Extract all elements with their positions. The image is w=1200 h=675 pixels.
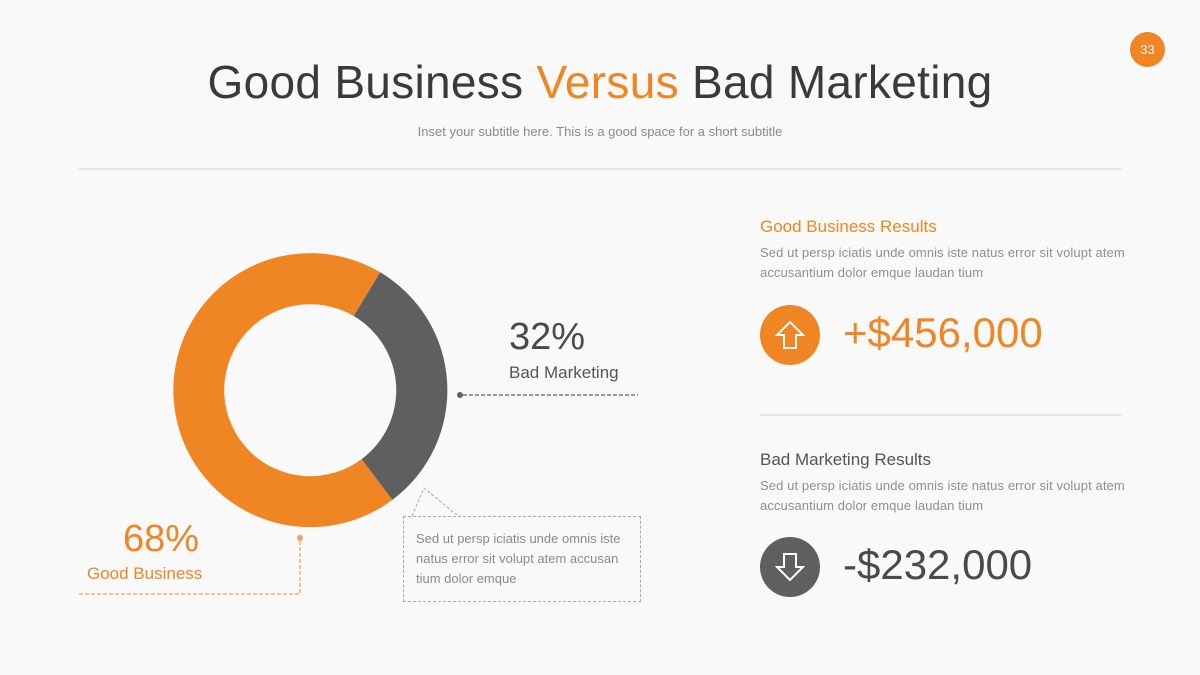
bad-marketing-label: Bad Marketing bbox=[509, 363, 619, 382]
bad-marketing-percent: 32% bbox=[509, 316, 586, 358]
arrow-up-icon bbox=[775, 320, 805, 349]
leader-dot-good bbox=[297, 535, 303, 541]
title-part-1: Good Business bbox=[207, 56, 537, 108]
good-business-percent: 68% bbox=[123, 518, 200, 560]
arrow-down-icon bbox=[775, 553, 805, 582]
results-divider bbox=[760, 414, 1122, 416]
callout-pointer bbox=[411, 487, 459, 517]
title-accent: Versus bbox=[536, 56, 679, 108]
bad-results-badge bbox=[760, 537, 820, 597]
page-subtitle: Inset your subtitle here. This is a good… bbox=[417, 124, 783, 139]
leader-line-good bbox=[78, 541, 301, 595]
bad-results-title: Bad Marketing Results bbox=[760, 450, 932, 469]
good-results-badge bbox=[760, 305, 820, 365]
donut-segment-good-business bbox=[173, 253, 393, 528]
good-results-amount: +$456,000 bbox=[843, 309, 1043, 356]
bad-results-amount: -$232,000 bbox=[843, 541, 1033, 588]
good-results-description: Sed ut persp iciatis unde omnis iste nat… bbox=[760, 245, 1125, 280]
good-results-title: Good Business Results bbox=[760, 217, 937, 236]
title-part-2: Bad Marketing bbox=[678, 56, 993, 108]
page-title: Good Business Versus Bad Marketing bbox=[0, 55, 1200, 109]
bad-results-description: Sed ut persp iciatis unde omnis iste nat… bbox=[760, 478, 1125, 513]
good-business-label: Good Business bbox=[87, 564, 203, 583]
callout-box: Sed ut persp iciatis unde omnis iste nat… bbox=[403, 516, 641, 602]
donut-segment-bad-marketing bbox=[353, 272, 448, 500]
header-divider bbox=[78, 168, 1122, 170]
page-number-badge: 33 bbox=[1130, 32, 1165, 67]
leader-dot-bad bbox=[457, 392, 463, 398]
